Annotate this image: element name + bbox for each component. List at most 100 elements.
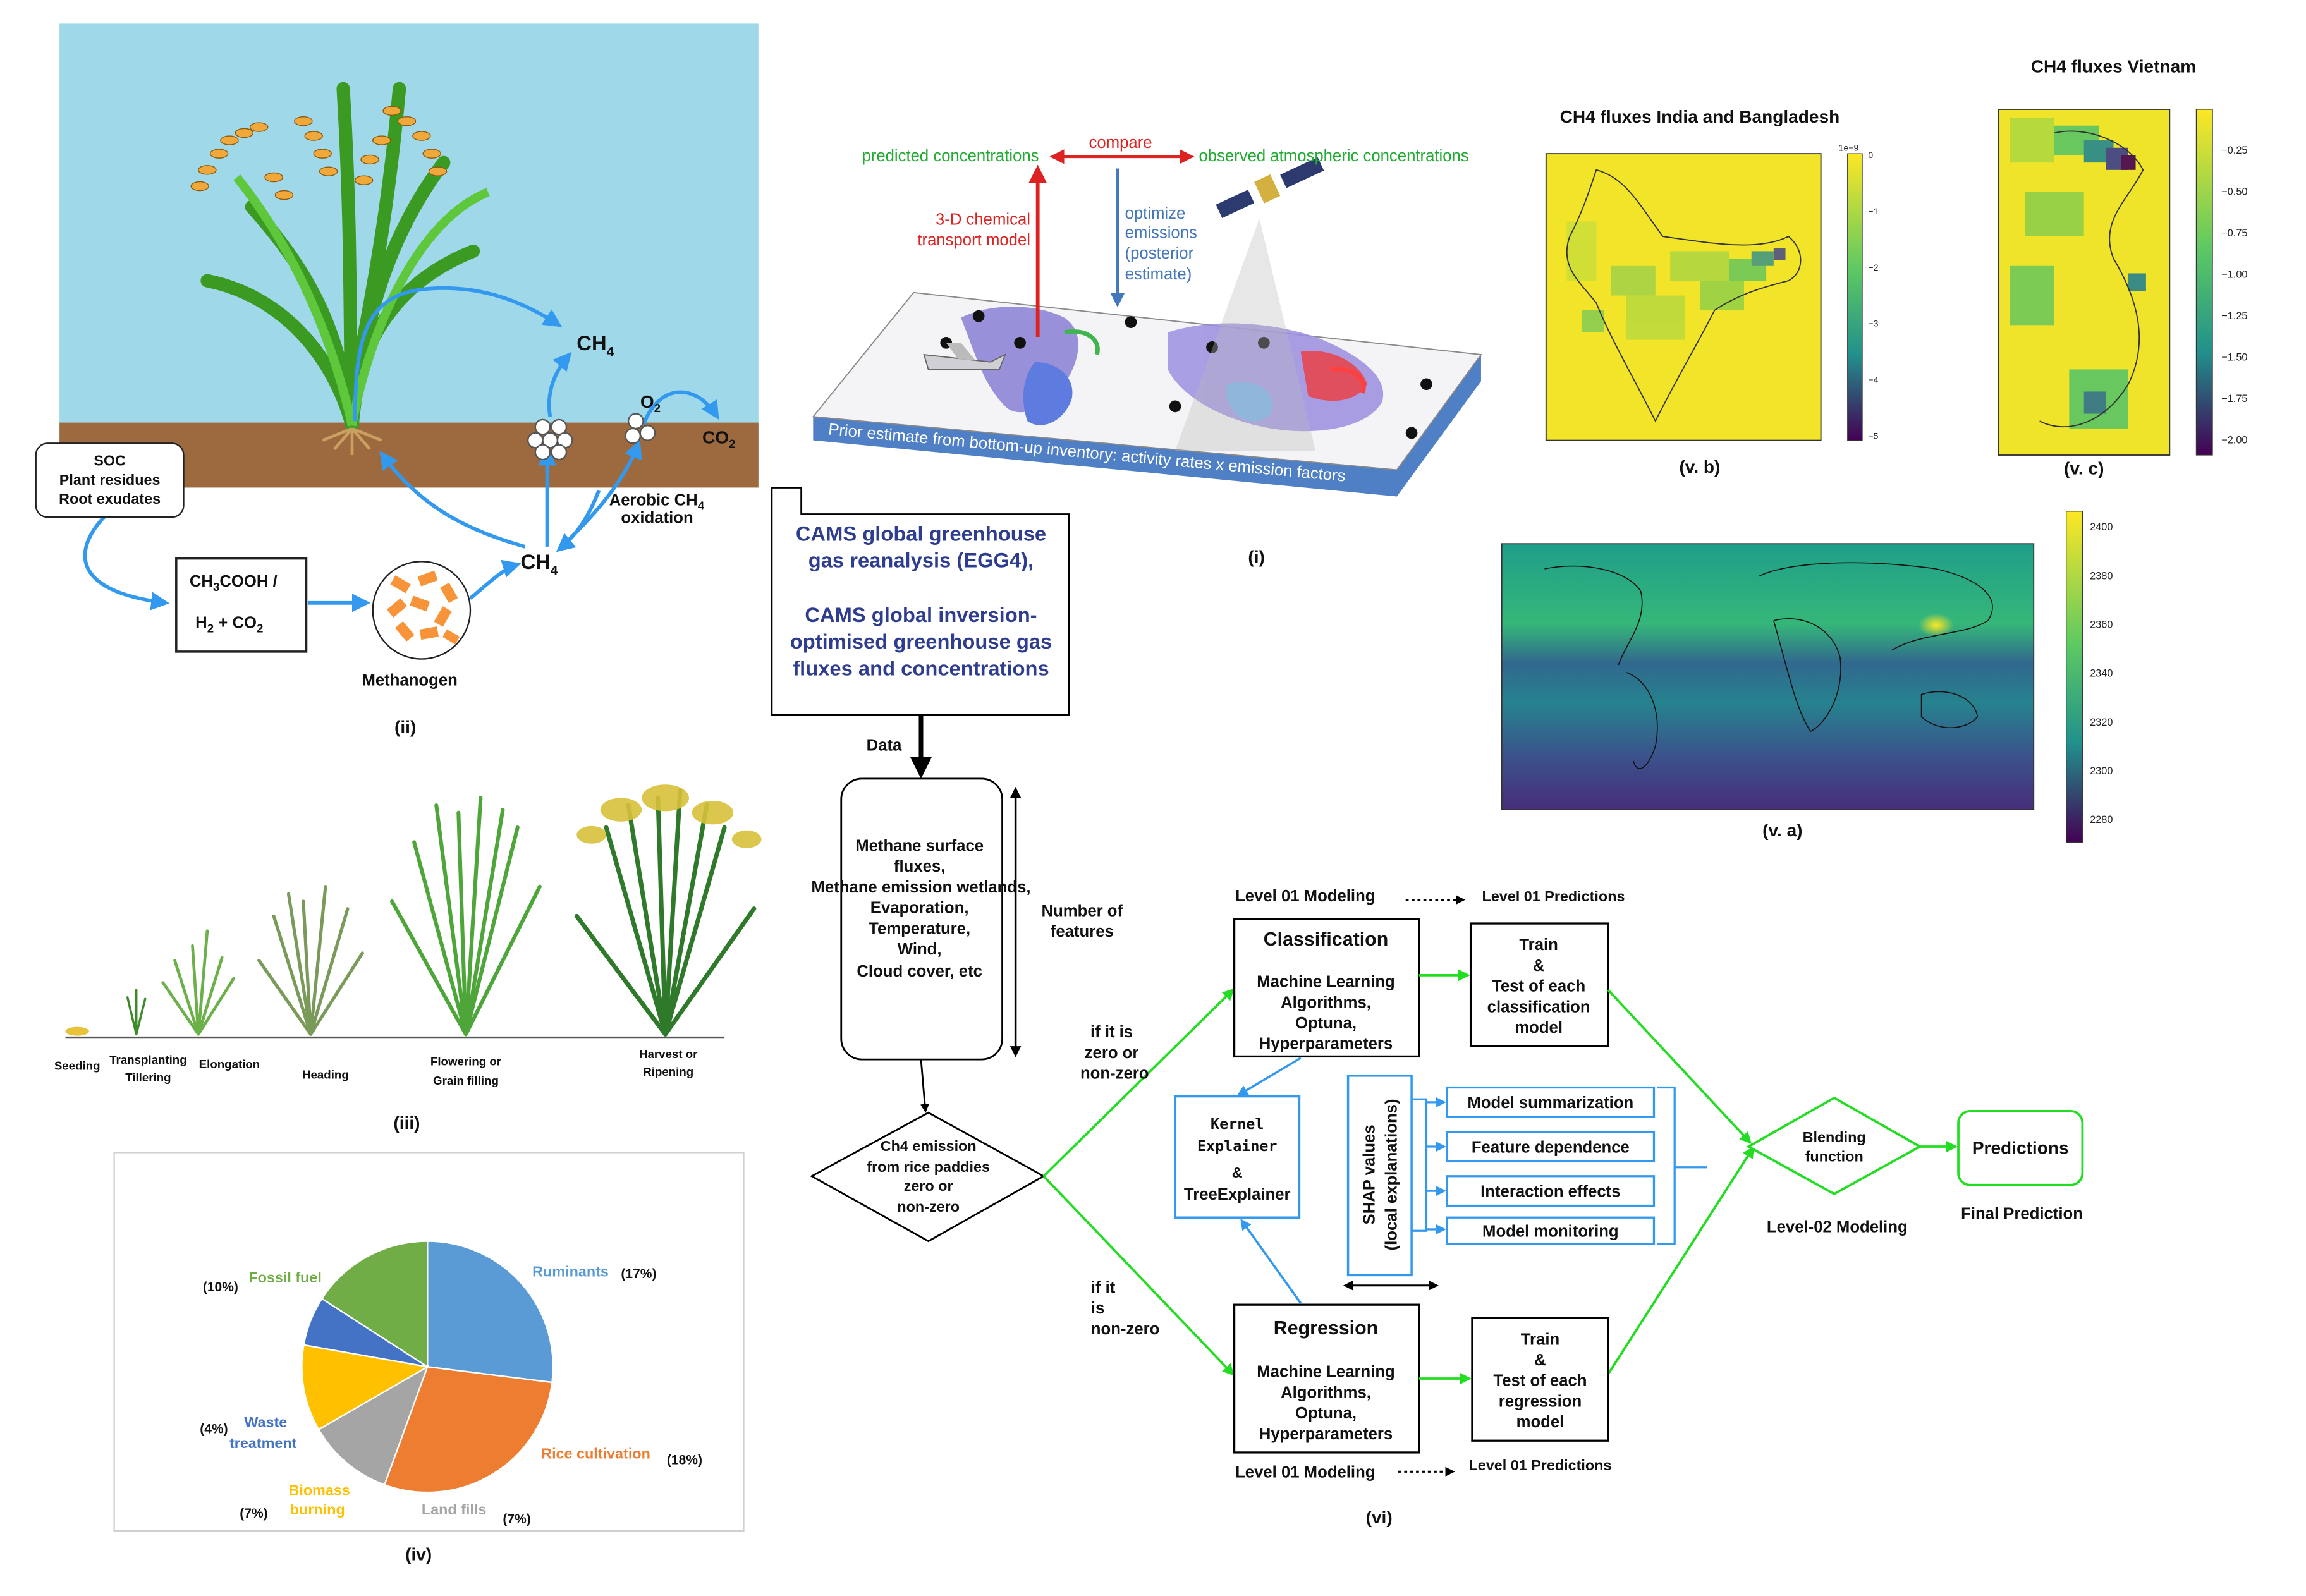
panel-ii: CH4 O2 CO2 Aerobic CH4 oxidation CH4 SOC… xyxy=(35,23,759,736)
ctm-label-1: 3-D chemical xyxy=(936,210,1030,228)
train-line: Train xyxy=(1521,1331,1559,1348)
india-tick: −4 xyxy=(1868,374,1878,384)
feature-line: Methane surface xyxy=(855,837,984,855)
stage-elongation: Elongation xyxy=(199,1057,260,1071)
ml-line: Machine Learning xyxy=(1257,1363,1395,1381)
cams-text: CAMS global greenhouse gas reanalysis (E… xyxy=(790,522,1052,680)
vietnam-tick: −1.50 xyxy=(2221,351,2247,363)
global-tick: 2300 xyxy=(2090,765,2113,777)
compare-label: compare xyxy=(1089,134,1152,152)
stage-harvest: Harvest or xyxy=(639,1047,697,1061)
shap-label-2: (local explanations) xyxy=(1383,1099,1401,1250)
global-tick: 2280 xyxy=(2090,814,2113,825)
feature-line: fluxes, xyxy=(894,858,945,875)
india-outline xyxy=(1566,169,1802,423)
india-tick: 0 xyxy=(1868,150,1873,160)
rice-label: Rice cultivation xyxy=(541,1445,650,1461)
pie-slice-landfills xyxy=(317,1365,429,1486)
explainer-line: & xyxy=(1232,1164,1243,1181)
train-line: & xyxy=(1534,1351,1546,1369)
landfills-label: Land fills xyxy=(422,1501,487,1518)
cams-line: optimised greenhouse gas xyxy=(790,630,1052,653)
caption-vi: (vi) xyxy=(1366,1508,1393,1527)
feature-line: Evaporation, xyxy=(870,899,969,917)
blending-label-1: Blending xyxy=(1803,1129,1866,1145)
rice-plant-illustration xyxy=(190,82,490,455)
india-tick: −1 xyxy=(1868,206,1878,216)
output-label: Model monitoring xyxy=(1482,1223,1619,1241)
o2-label: O2 xyxy=(640,392,661,415)
output-box-summarization xyxy=(1446,1086,1656,1118)
feature-line: Methane emission wetlands, xyxy=(811,879,1030,896)
class-train-to-blending xyxy=(1607,989,1752,1144)
vietnam-tick: −1.25 xyxy=(2221,310,2247,322)
ml-line: Machine Learning xyxy=(1257,973,1395,991)
global-colorbar-ticks: 2400 2380 2360 2340 2320 2300 2280 xyxy=(2090,521,2113,825)
output-label: Model summarization xyxy=(1467,1094,1633,1112)
panel-iii: Seeding Transplanting Tillering Elongati… xyxy=(54,784,762,1133)
zero-branch-label-2: zero or xyxy=(1085,1044,1139,1062)
acetate-box xyxy=(175,557,308,653)
panel-v-c: CH4 fluxes Vietnam −0.25 −0.50 −0.75 −1.… xyxy=(1998,57,2248,478)
caption-ii: (ii) xyxy=(394,717,416,736)
o2-molecule-icon xyxy=(625,413,656,444)
india-map-title: CH4 fluxes India and Bangladesh xyxy=(1560,107,1840,126)
predictions-box xyxy=(1957,1110,2084,1186)
feature-line: Cloud cover, etc xyxy=(857,963,982,980)
shap-branch-connector xyxy=(1412,1098,1428,1232)
rice-pct: (18%) xyxy=(667,1453,702,1468)
india-tick: −5 xyxy=(1868,430,1878,441)
vietnam-tick: −1.75 xyxy=(2221,393,2247,405)
panel-i: Prior estimate from bottom-up inventory:… xyxy=(812,134,1482,567)
train-line: model xyxy=(1516,1413,1565,1431)
global-tick: 2380 xyxy=(2090,570,2113,582)
global-hotspot xyxy=(1918,613,1955,637)
india-tick: −2 xyxy=(1868,262,1878,272)
vietnam-tick: −0.75 xyxy=(2221,228,2247,239)
caption-v-b: (v. b) xyxy=(1679,457,1720,477)
stage-flowering: Flowering or xyxy=(430,1054,501,1068)
level01-modeling-top: Level 01 Modeling xyxy=(1235,887,1375,905)
zero-branch-label-3: non-zero xyxy=(1080,1064,1149,1082)
co2-label: CO2 xyxy=(702,427,735,450)
output-box-dependence xyxy=(1446,1131,1656,1163)
fossil-label: Fossil fuel xyxy=(248,1269,322,1286)
ml-line: Hyperparameters xyxy=(1259,1035,1393,1053)
ctm-label-2: transport model xyxy=(917,231,1030,249)
optimize-label-2: emissions xyxy=(1125,224,1197,241)
ruminants-label: Ruminants xyxy=(532,1264,609,1280)
regression-ml-text: Machine Learning Algorithms, Optuna, Hyp… xyxy=(1257,1363,1395,1443)
stage-ripening: Ripening xyxy=(643,1065,693,1078)
decision-line: Ch4 emission xyxy=(881,1138,977,1154)
to-classification-arrow xyxy=(1042,988,1235,1178)
shap-box xyxy=(1346,1075,1413,1277)
output-box-monitoring xyxy=(1446,1216,1656,1245)
reg-train-to-blending xyxy=(1607,1146,1755,1375)
classification-ml-text: Machine Learning Algorithms, Optuna, Hyp… xyxy=(1257,973,1395,1053)
cams-line: CAMS global greenhouse xyxy=(796,522,1046,545)
train-line: regression xyxy=(1499,1392,1582,1410)
vietnam-tick: −0.50 xyxy=(2221,186,2247,198)
pie-slice-ruminants xyxy=(427,1240,554,1384)
vietnam-outline xyxy=(2039,130,2144,428)
caption-v-c: (v. c) xyxy=(2064,458,2104,478)
ml-line: Algorithms, xyxy=(1281,994,1371,1011)
vietnam-tick: −1.00 xyxy=(2221,269,2247,280)
biomass-label-1: Biomass xyxy=(288,1482,350,1499)
classification-title: Classification xyxy=(1264,929,1388,950)
outputs-bracket xyxy=(1657,1086,1707,1245)
panel-v-b: CH4 fluxes India and Bangladesh 1e−9 0 −… xyxy=(1545,107,1879,477)
decision-diamond xyxy=(810,1111,1046,1243)
india-colorbar xyxy=(1847,153,1863,441)
waste-pct: (4%) xyxy=(200,1422,228,1437)
caption-v-a: (v. a) xyxy=(1762,820,1802,840)
vietnam-colorbar-ticks: −0.25 −0.50 −0.75 −1.00 −1.25 −1.50 −1.7… xyxy=(2221,145,2247,446)
blending-label-2: function xyxy=(1805,1148,1864,1164)
stage-tillering: Tillering xyxy=(125,1071,171,1084)
vietnam-tick: −0.25 xyxy=(2221,145,2247,156)
to-regression-arrow xyxy=(1042,1175,1235,1376)
train-regression-box xyxy=(1471,1317,1609,1442)
soc-box xyxy=(35,442,185,518)
explainer-text: Kernel Explainer & TreeExplainer xyxy=(1184,1115,1291,1203)
shap-label-1: SHAP values xyxy=(1361,1124,1379,1224)
